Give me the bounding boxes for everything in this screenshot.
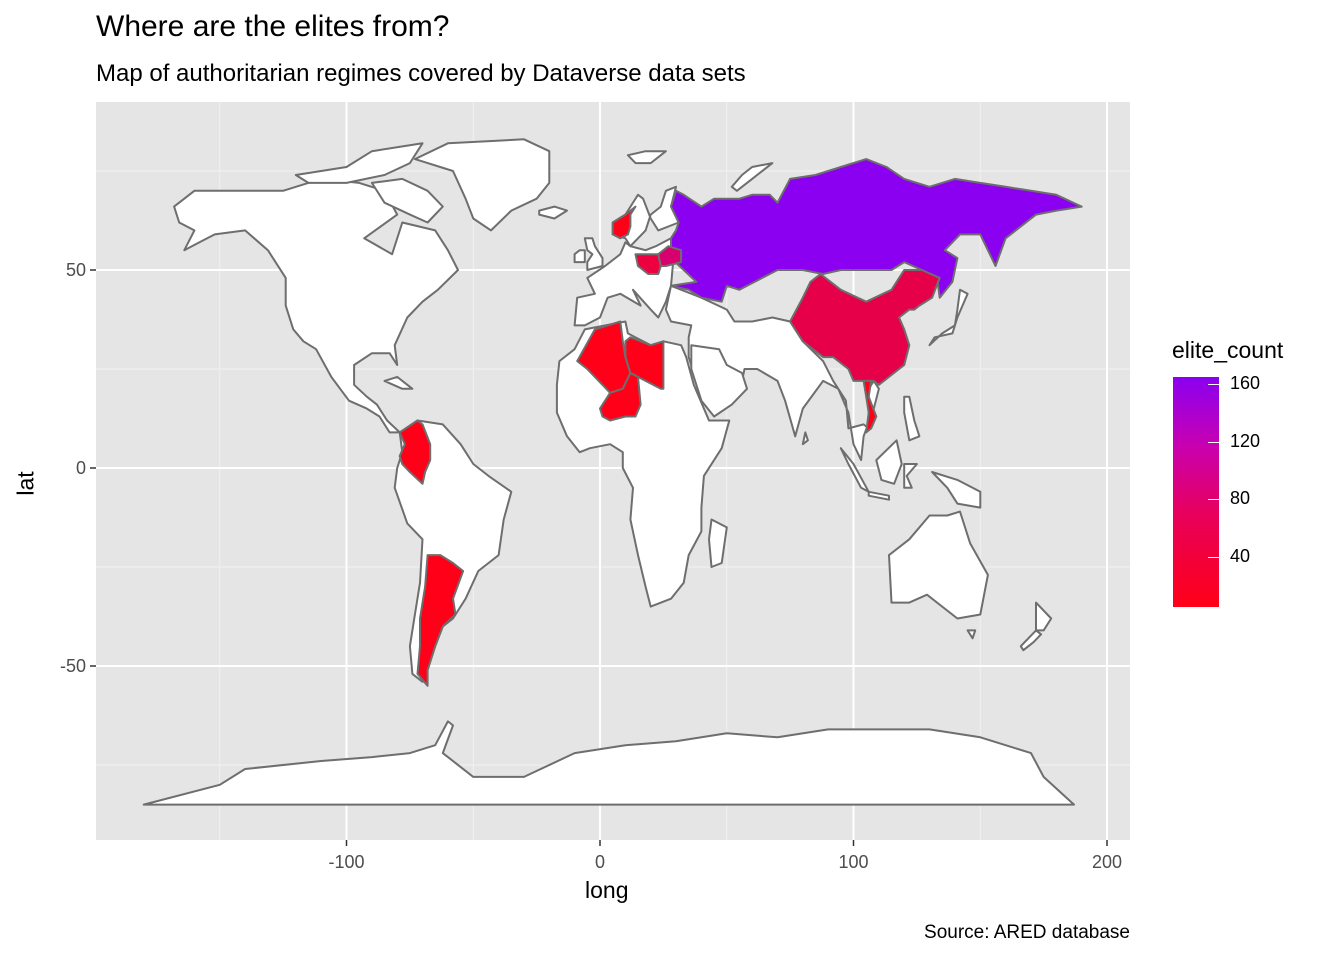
region-vietnam [862, 379, 878, 434]
region-australia [888, 510, 989, 620]
region-sumatra [839, 447, 870, 493]
region-new-zealand-south [1019, 629, 1043, 652]
region-niger [599, 372, 642, 422]
region-china [789, 269, 941, 386]
y-tick-label: -50 [60, 656, 86, 676]
region-madagascar [708, 518, 728, 568]
region-japan [928, 288, 969, 347]
region-borneo [875, 439, 903, 485]
legend-tick-mark [1208, 499, 1219, 501]
chart-subtitle: Map of authoritarian regimes covered by … [96, 60, 746, 87]
x-tick-label: -100 [328, 852, 364, 872]
legend-tick-label: 120 [1230, 430, 1261, 451]
region-sri-lanka [801, 431, 809, 446]
region-greenland [413, 138, 551, 232]
region-africa [555, 320, 731, 608]
region-sulawesi [903, 463, 918, 489]
legend-tick-mark [1208, 384, 1219, 386]
legend-tick-label: 40 [1230, 545, 1251, 566]
region-norway [611, 205, 637, 240]
axis-ticks: -100 0 100 200 -50 0 50 [60, 260, 1122, 872]
y-axis-title: lat [12, 471, 39, 496]
land-layer [142, 138, 1083, 806]
region-russia [670, 158, 1083, 303]
legend-tick-mark [1208, 556, 1219, 558]
region-java [867, 490, 890, 501]
region-argentina [416, 554, 465, 687]
chart-title: Where are the elites from? [96, 10, 450, 43]
region-baffin [370, 177, 444, 224]
region-belarus [657, 245, 683, 267]
region-philippines [903, 395, 921, 442]
region-cuba [383, 375, 414, 390]
y-tick-label: 0 [76, 458, 86, 478]
x-tick-label: 0 [595, 852, 605, 872]
region-arctic-islands [294, 142, 424, 184]
region-colombia [398, 419, 432, 485]
region-novaya-zemlya [730, 162, 774, 192]
region-svalbard [626, 150, 667, 165]
legend-title: elite_count [1172, 337, 1284, 363]
region-new-guinea [931, 471, 982, 509]
region-north-america [173, 177, 459, 434]
region-antarctica [142, 720, 1075, 806]
region-poland [634, 253, 662, 275]
x-tick-label: 100 [838, 852, 868, 872]
region-great-britain [583, 237, 604, 271]
legend-colorbar [1173, 377, 1219, 607]
legend-tick-mark [1208, 441, 1219, 443]
legend-tick-label: 80 [1230, 488, 1251, 509]
region-arabian-interior [690, 344, 748, 418]
region-ireland [573, 249, 586, 264]
x-tick-label: 200 [1092, 852, 1122, 872]
legend-tick-label: 160 [1230, 373, 1261, 394]
y-tick-label: 50 [66, 260, 86, 280]
chart-caption: Source: ARED database [924, 922, 1130, 943]
region-iceland [538, 205, 568, 220]
region-tasmania [966, 629, 977, 640]
region-new-zealand [1035, 601, 1053, 632]
x-axis-title: long [585, 877, 629, 903]
